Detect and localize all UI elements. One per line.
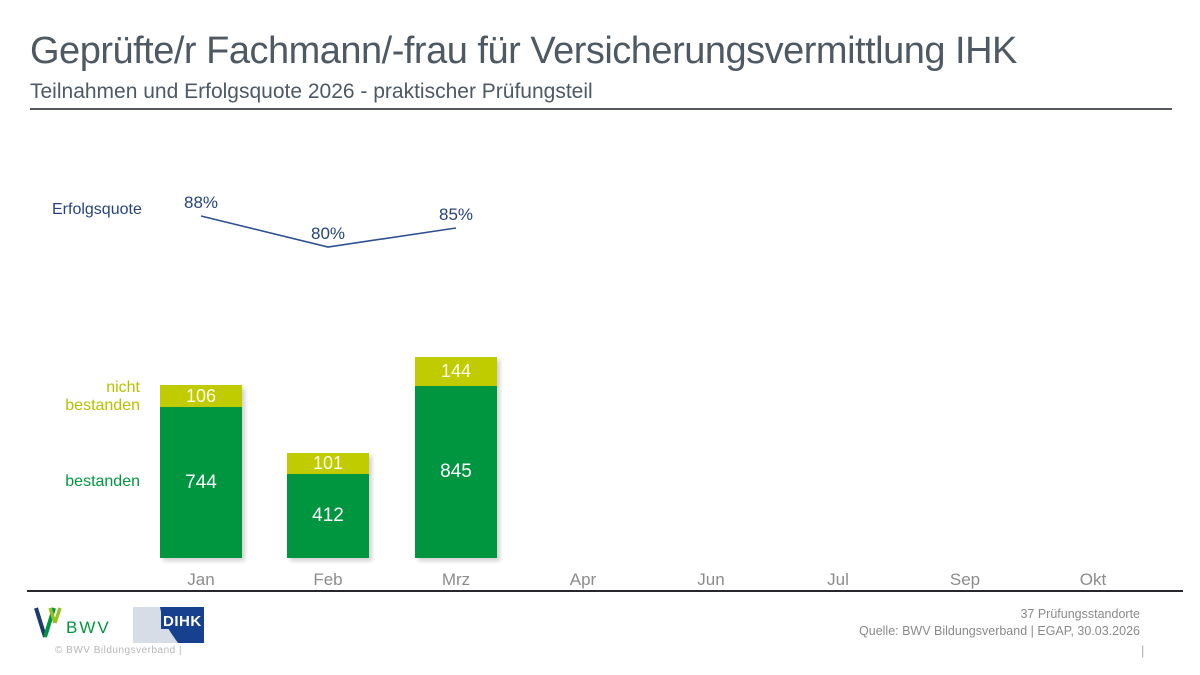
page-title: Geprüfte/r Fachmann/-frau für Versicheru… bbox=[30, 30, 1017, 72]
month-label-mrz: Mrz bbox=[441, 570, 471, 589]
segment-bestanden-jan: 744 bbox=[160, 407, 242, 558]
month-label-apr: Apr bbox=[569, 570, 597, 589]
bwv-logo-text: BWV bbox=[66, 618, 111, 637]
footer-source-block: 37 Prüfungsstandorte Quelle: BWV Bildung… bbox=[640, 606, 1140, 640]
page-subtitle: Teilnahmen und Erfolgsquote 2026 - prakt… bbox=[30, 80, 593, 103]
svg-text:DIHK: DIHK bbox=[163, 613, 202, 630]
bar-mrz: 144 845 bbox=[415, 357, 497, 558]
header-divider bbox=[30, 108, 1172, 110]
bar-jan: 106 744 bbox=[160, 385, 242, 558]
segment-bestanden-feb: 412 bbox=[287, 474, 369, 558]
legend-nicht-bestanden: nicht bestanden bbox=[65, 379, 140, 414]
segment-nicht-bestanden-mrz: 144 bbox=[415, 357, 497, 386]
month-label-jul: Jul bbox=[827, 570, 849, 589]
segment-nicht-bestanden-feb: 101 bbox=[287, 453, 369, 474]
line-series-label: Erfolgsquote bbox=[52, 201, 142, 218]
segment-nicht-bestanden-jan: 106 bbox=[160, 385, 242, 407]
legend-bestanden: bestanden bbox=[65, 473, 140, 490]
pct-label-jan: 88% bbox=[183, 193, 219, 212]
footer-pipe-mark: | bbox=[1141, 643, 1145, 658]
x-axis-line bbox=[27, 590, 1183, 592]
copyright-text: © BWV Bildungsverband | bbox=[55, 645, 183, 656]
quelle-text: Quelle: BWV Bildungsverband | EGAP, 30.0… bbox=[859, 624, 1140, 638]
dihk-logo-icon: DIHK bbox=[133, 607, 204, 643]
bar-feb: 101 412 bbox=[287, 453, 369, 558]
month-label-feb: Feb bbox=[313, 570, 343, 589]
month-label-sep: Sep bbox=[949, 570, 981, 589]
standorte-text: 37 Prüfungsstandorte bbox=[1020, 607, 1140, 621]
segment-bestanden-mrz: 845 bbox=[415, 386, 497, 558]
bwv-logo-icon bbox=[34, 607, 62, 638]
pct-label-mrz: 85% bbox=[438, 205, 474, 224]
month-label-jun: Jun bbox=[697, 570, 725, 589]
month-label-okt: Okt bbox=[1079, 570, 1107, 589]
month-label-jan: Jan bbox=[187, 570, 215, 589]
pct-label-feb: 80% bbox=[310, 224, 346, 243]
